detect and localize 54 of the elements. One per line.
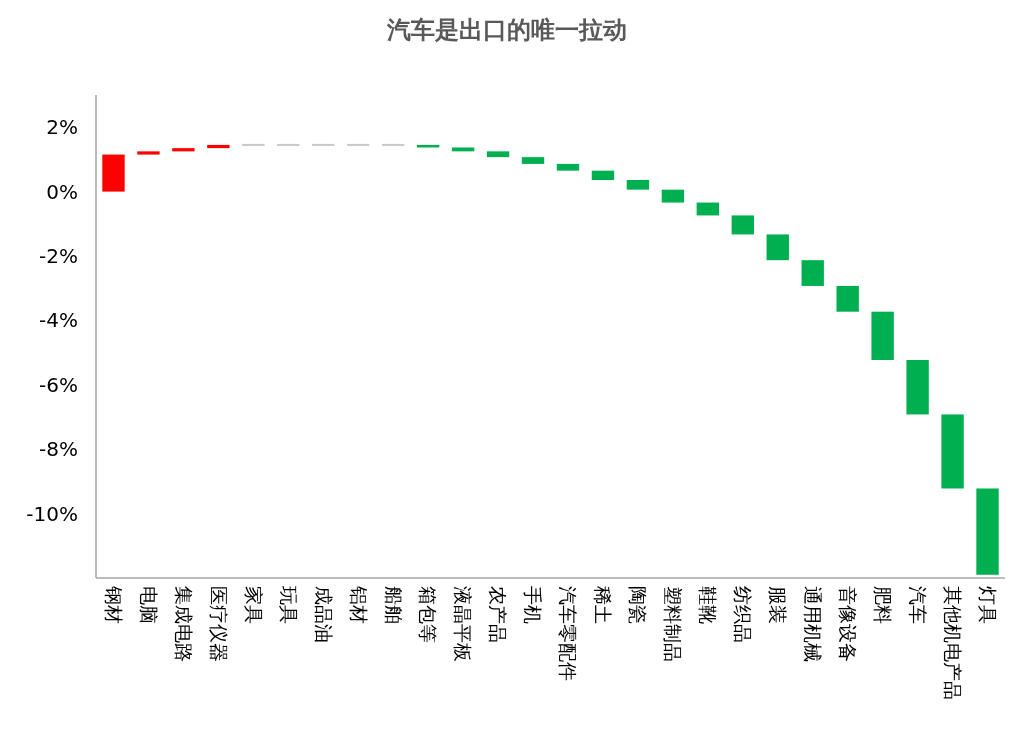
bar [801, 260, 824, 286]
x-tick-label: 成品油 [312, 586, 335, 643]
x-tick-label: 服装 [767, 586, 790, 624]
bar [102, 154, 125, 192]
bar [626, 180, 650, 190]
y-tick-label: 0% [46, 179, 78, 204]
x-tick-label: 陶瓷 [627, 586, 650, 624]
bar [451, 147, 475, 152]
bar [731, 215, 754, 235]
bar [486, 151, 510, 158]
x-tick-label: 家具 [242, 586, 265, 624]
bar [521, 157, 545, 164]
x-tick-label: 汽车 [906, 586, 929, 624]
x-tick-label: 汽车零配件 [557, 586, 580, 681]
x-tick-label: 塑料制品 [662, 586, 685, 662]
y-tick-label: -10% [26, 501, 78, 526]
x-tick-label: 农产品 [487, 586, 510, 643]
chart-title: 汽车是出口的唯一拉动 [385, 16, 627, 44]
x-tick-label: 鞋靴 [697, 586, 720, 624]
x-tick-label: 稀土 [592, 586, 615, 624]
x-tick-label: 纺织品 [732, 586, 755, 643]
y-tick-label: 2% [46, 115, 78, 140]
bar [906, 360, 929, 415]
bar [766, 234, 789, 261]
bar [172, 148, 195, 152]
x-tick-label: 集成电路 [172, 586, 195, 662]
x-tick-label: 箱包等 [417, 586, 440, 643]
bar [836, 285, 859, 312]
x-tick-label: 其他机电产品 [941, 586, 964, 700]
x-tick-label: 通用机械 [802, 586, 825, 662]
bar [976, 488, 999, 575]
x-tick-label: 手机 [522, 586, 545, 624]
bar [556, 163, 580, 171]
bar [137, 151, 160, 155]
x-tick-label: 肥料 [871, 586, 894, 624]
y-tick-label: -6% [39, 372, 78, 397]
x-tick-label: 音像设备 [837, 586, 860, 662]
y-tick-label: -8% [39, 437, 78, 462]
x-tick-label: 医疗仪器 [207, 586, 230, 662]
y-tick-label: -4% [39, 308, 78, 333]
bar [207, 144, 230, 149]
bar [871, 311, 894, 361]
y-tick-label: -2% [39, 244, 78, 268]
bar [661, 189, 685, 203]
x-tick-label: 玩具 [277, 586, 300, 624]
bar [591, 170, 615, 181]
x-tick-label: 钢材 [102, 585, 125, 624]
x-tick-label: 船舶 [382, 586, 405, 624]
x-tick-label: 灯具 [976, 586, 999, 624]
bar [941, 414, 964, 489]
x-tick-label: 铝材 [347, 585, 370, 624]
x-tick-label: 液晶平板 [452, 586, 475, 662]
x-tick-label: 电脑 [137, 586, 160, 624]
bar [696, 202, 720, 216]
